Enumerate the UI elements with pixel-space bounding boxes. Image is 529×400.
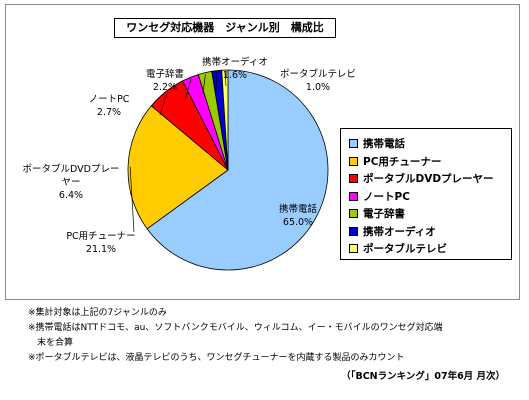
footnote-line: ※携帯電話はNTTドコモ、au、ソフトバンクモバイル、ウィルコム、イー・モバイル… <box>28 323 443 333</box>
slice-label-value: 65.0% <box>282 217 314 228</box>
slice-label-value: 2.2% <box>152 82 178 93</box>
legend-item: 電子辞書 <box>349 205 511 223</box>
legend-swatch <box>349 139 358 149</box>
legend-swatch <box>349 209 358 219</box>
pie-slice <box>146 69 329 271</box>
leader-line <box>215 72 218 91</box>
slice-label-name: ポータブルテレビ <box>279 69 356 80</box>
legend-item: PC用チューナー <box>349 153 511 171</box>
legend-item: 携帯オーディオ <box>349 223 511 241</box>
pie-slice <box>221 69 229 171</box>
leader-line <box>129 166 135 233</box>
footnote-line: ※ポータブルテレビは、液晶テレビのうち、ワンセグチューナーを内蔵する製品のみカウ… <box>28 353 405 363</box>
slice-label-value: 2.7% <box>96 107 122 118</box>
slice-label: ポータブルDVDプレー ヤー 6.4% <box>16 163 126 202</box>
legend-swatch <box>349 156 358 166</box>
footnote-line: ※集計対象は上記の7ジャンルのみ <box>28 308 167 318</box>
legend-swatch <box>349 244 358 254</box>
slice-label-name: 携帯オーディオ <box>202 57 268 68</box>
slice-label-name: ノートPC <box>88 94 130 105</box>
legend-swatch <box>349 191 358 201</box>
slice-label-name: 電子辞書 <box>145 69 184 80</box>
legend-label: 携帯電話 <box>363 138 405 151</box>
leader-line <box>184 79 192 101</box>
leader-line <box>202 74 206 94</box>
slice-label: ノートPC 2.7% <box>84 93 134 119</box>
legend-label: 携帯オーディオ <box>363 225 436 238</box>
slice-label-name: 携帯電話 <box>278 204 317 215</box>
slice-label: 携帯電話 65.0% <box>268 203 328 229</box>
legend-label: 電子辞書 <box>363 208 405 221</box>
slice-label-name: ポータブルDVDプレー ヤー <box>22 164 120 188</box>
slice-label: 電子辞書 2.2% <box>140 68 190 94</box>
chart-legend: 携帯電話 PC用チューナーポータブルDVDプレーヤー ノートPC 電子辞書携帯オーディ… <box>340 128 512 260</box>
legend-item: ノートPC <box>349 188 511 206</box>
legend-item: ポータブルテレビ <box>349 240 511 258</box>
leader-line <box>224 71 227 87</box>
leader-line <box>159 93 168 116</box>
legend-label: ノートPC <box>363 190 410 203</box>
slice-label-value: 6.4% <box>58 190 84 201</box>
slice-label-name: PC用チューナー <box>66 231 136 242</box>
legend-swatch <box>349 226 358 236</box>
slice-label-value: 21.1% <box>85 244 117 255</box>
legend-swatch <box>349 174 358 184</box>
slice-label-value: 1.6% <box>222 70 248 81</box>
slice-label-value: 1.0% <box>305 82 331 93</box>
legend-label: ポータブルテレビ <box>363 243 447 256</box>
slice-label: PC用チューナー 21.1% <box>66 230 136 256</box>
legend-label: ポータブルDVDプレーヤー <box>363 173 494 186</box>
footnote-line: 末を合算 <box>28 338 74 348</box>
slice-label: ポータブルテレビ 1.0% <box>268 68 368 94</box>
legend-item: ポータブルDVDプレーヤー <box>349 170 511 188</box>
source-credit: （「BCNランキング」07年6月 月次） <box>341 371 505 382</box>
pie-slice <box>127 105 229 230</box>
slice-label: 携帯オーディオ 1.6% <box>190 56 280 82</box>
footnotes: ※集計対象は上記の7ジャンルのみ ※携帯電話はNTTドコモ、au、ソフトバンクモバ… <box>28 306 518 366</box>
chart-title: ワンセグ対応機器 ジャンル別 構成比 <box>114 18 336 38</box>
legend-label: PC用チューナー <box>363 155 442 168</box>
legend-item: 携帯電話 <box>349 135 511 153</box>
